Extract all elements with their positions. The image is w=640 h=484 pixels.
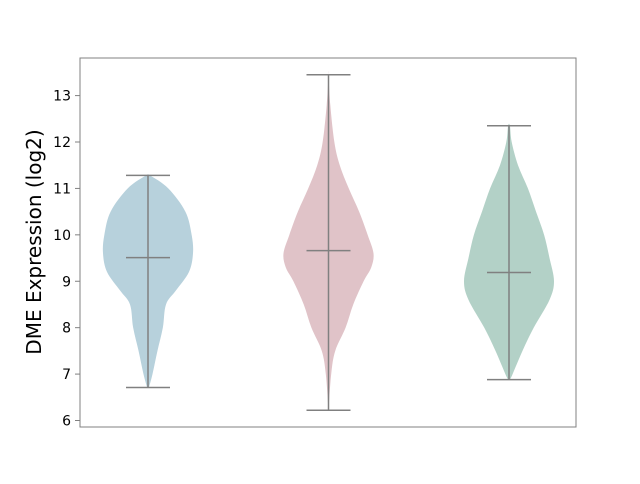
y-tick-label: 7: [62, 367, 71, 383]
y-tick-label: 8: [62, 321, 71, 337]
y-tick-label: 12: [53, 135, 71, 151]
y-tick-label: 11: [53, 181, 71, 197]
y-tick-label: 6: [62, 414, 71, 430]
y-tick-label: 10: [53, 228, 71, 244]
y-tick-label: 13: [53, 89, 71, 105]
y-axis-label: DME Expression (log2): [22, 129, 46, 354]
y-tick-label: 9: [62, 274, 71, 290]
